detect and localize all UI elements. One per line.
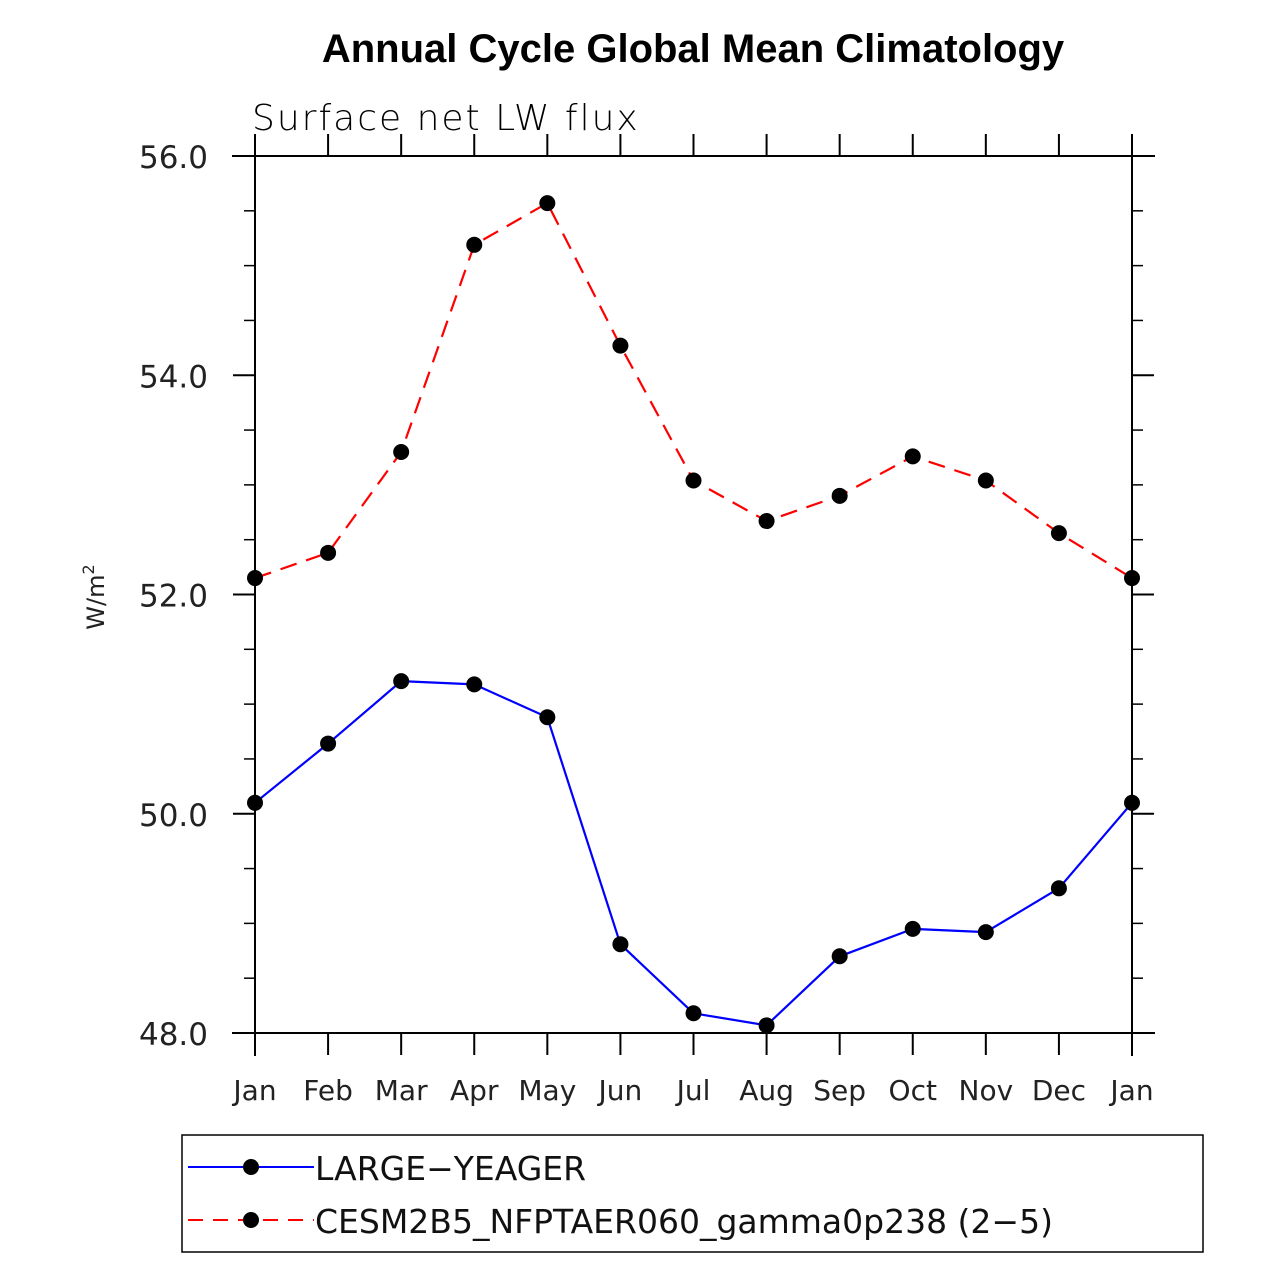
data-point: [612, 337, 629, 354]
legend-marker-large-yeager: [243, 1159, 259, 1175]
x-tick-label: Feb: [303, 1074, 353, 1107]
data-point: [320, 735, 337, 752]
y-tick-label: 50.0: [139, 798, 208, 834]
y-axis-label: W/m2: [79, 564, 110, 629]
x-tick-label: Jan: [231, 1074, 276, 1107]
data-point: [904, 448, 921, 465]
data-point: [831, 487, 848, 504]
x-tick-label: Sep: [813, 1074, 866, 1107]
legend-label-cesm2b5: CESM2B5_NFPTAER060_gamma0p238 (2−5): [315, 1202, 1053, 1241]
x-tick-label: May: [518, 1074, 576, 1107]
x-tick-label: Mar: [375, 1074, 428, 1107]
data-point: [247, 570, 263, 587]
axes: [232, 134, 1155, 1056]
data-point: [977, 924, 994, 941]
series-large-yeager: [247, 673, 1140, 1034]
data-point: [685, 1005, 702, 1022]
x-tick-label: Aug: [739, 1074, 794, 1107]
y-tick-label: 48.0: [139, 1017, 208, 1053]
data-point: [612, 936, 629, 953]
data-point: [758, 513, 775, 530]
data-point: [466, 236, 483, 253]
y-axis-label-text: W/m: [82, 574, 110, 629]
x-tick-label: Jul: [675, 1074, 711, 1107]
data-point: [1050, 525, 1067, 542]
chart-title: Annual Cycle Global Mean Climatology: [322, 27, 1065, 71]
x-tick-labels: Jan Feb Mar Apr May Jun Jul Aug Sep Oct Nov Dec Jan: [231, 1074, 1153, 1107]
data-point: [977, 472, 994, 489]
legend-box: [181, 1134, 1204, 1253]
data-point: [685, 472, 702, 489]
y-tick-label: 54.0: [139, 359, 208, 395]
legend-item-large-yeager: LARGE−YEAGER: [188, 1149, 586, 1188]
data-point: [247, 794, 263, 811]
data-point: [831, 948, 848, 965]
x-tick-label: Jan: [1108, 1074, 1153, 1107]
chart-subtitle: Surface net LW flux: [252, 98, 640, 139]
data-point: [904, 920, 921, 937]
data-point: [539, 195, 556, 212]
data-point: [1124, 570, 1140, 587]
data-point: [320, 544, 337, 561]
data-point: [1124, 794, 1140, 811]
y-axis-label-superscript: 2: [79, 564, 98, 574]
x-tick-label: Jun: [597, 1074, 643, 1107]
data-point: [466, 676, 483, 693]
data-point: [539, 709, 556, 726]
legend-item-cesm2b5: CESM2B5_NFPTAER060_gamma0p238 (2−5): [188, 1202, 1053, 1241]
legend-marker-cesm2b5: [243, 1212, 259, 1228]
y-tick-label: 52.0: [139, 579, 208, 615]
x-tick-label: Dec: [1032, 1074, 1086, 1107]
data-point: [1050, 880, 1067, 897]
svg-text:W/m2: W/m2: [79, 564, 110, 629]
series-layer: [247, 195, 1140, 1034]
x-tick-label: Nov: [959, 1074, 1014, 1107]
legend: LARGE−YEAGER CESM2B5_NFPTAER060_gamma0p2…: [181, 1134, 1204, 1253]
x-tick-label: Apr: [450, 1074, 499, 1107]
data-point: [393, 443, 410, 460]
y-tick-labels: 48.0 50.0 52.0 54.0 56.0: [139, 140, 208, 1053]
data-point: [758, 1017, 775, 1034]
data-point: [393, 673, 410, 690]
y-tick-label: 56.0: [139, 140, 208, 176]
x-tick-label: Oct: [889, 1074, 937, 1107]
series-cesm2b5: [247, 195, 1140, 587]
legend-label-large-yeager: LARGE−YEAGER: [315, 1149, 586, 1188]
